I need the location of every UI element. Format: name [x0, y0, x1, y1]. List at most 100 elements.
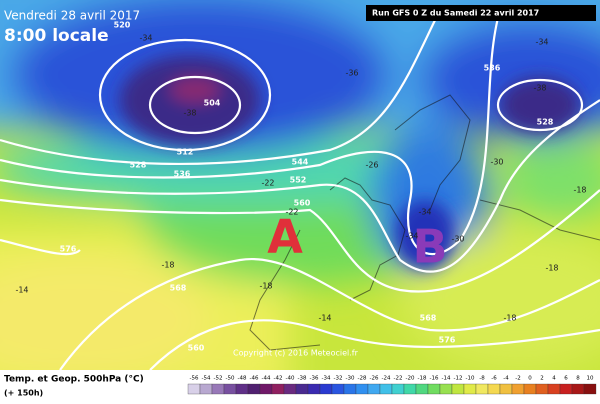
scale-swatch	[331, 383, 345, 395]
scale-swatch	[379, 383, 393, 395]
high-pressure: A	[267, 210, 303, 264]
scale-label: -8	[479, 376, 485, 382]
scale-label: -14	[442, 376, 451, 382]
temperature-label: -18	[573, 186, 586, 195]
scale-swatch	[415, 383, 429, 395]
scale-swatch	[403, 383, 417, 395]
time: 8:00 locale	[4, 26, 109, 46]
copyright: Copyright (c) 2016 Meteociel.fr	[233, 349, 359, 358]
scale-label: -12	[454, 376, 463, 382]
scale-label: -44	[262, 376, 271, 382]
scale-swatch	[319, 383, 333, 395]
scale-label: -52	[214, 376, 223, 382]
scale-label: -42	[274, 376, 283, 382]
temperature-label: -38	[533, 84, 546, 93]
scale-label: -20	[406, 376, 415, 382]
scale-label: -10	[466, 376, 475, 382]
temperature-label: -14	[15, 286, 28, 295]
scale-swatch	[259, 383, 273, 395]
geopotential-label: 544	[292, 158, 309, 167]
scale-label: -4	[503, 376, 509, 382]
temperature-label: -22	[285, 208, 298, 217]
scale-swatch	[511, 383, 525, 395]
geopotential-label: 552	[290, 176, 307, 185]
scale-label: -34	[322, 376, 331, 382]
geopotential-label: 512	[177, 148, 194, 157]
geopotential-label: 560	[188, 344, 205, 353]
scale-label: -54	[202, 376, 211, 382]
geopotential-label: 536	[174, 170, 191, 179]
scale-label: -18	[418, 376, 427, 382]
scale-swatch	[571, 383, 585, 395]
scale-label: -32	[334, 376, 343, 382]
scale-label: -24	[382, 376, 391, 382]
scale-swatch	[223, 383, 237, 395]
run-box	[366, 5, 596, 21]
scale-swatch	[427, 383, 441, 395]
scale-swatch	[439, 383, 453, 395]
scale-label: -40	[286, 376, 295, 382]
scale-label: -16	[430, 376, 439, 382]
scale-label: -36	[310, 376, 319, 382]
temperature-label: -34	[418, 208, 431, 217]
date: Vendredi 28 avril 2017	[4, 9, 140, 23]
run-info: Run GFS 0 Z du Samedi 22 avril 2017	[372, 9, 539, 18]
scale-label: -38	[298, 376, 307, 382]
scale-label: -46	[250, 376, 259, 382]
scale-swatch	[547, 383, 561, 395]
scale-swatch	[523, 383, 537, 395]
scale-label: -28	[358, 376, 367, 382]
scale-swatch	[583, 383, 597, 395]
scale-swatch	[559, 383, 573, 395]
scale-label: 8	[576, 376, 580, 382]
scale-label: -26	[370, 376, 379, 382]
scale-swatch	[355, 383, 369, 395]
scale-swatch	[187, 383, 201, 395]
geopotential-label: 568	[170, 284, 187, 293]
scale-label: 2	[540, 376, 544, 382]
geopotential-label: 528	[537, 118, 554, 127]
scale-label: 10	[587, 376, 594, 382]
scale-swatch	[499, 383, 513, 395]
scale-swatch	[295, 383, 309, 395]
scale-label: -50	[226, 376, 235, 382]
scale-swatch	[463, 383, 477, 395]
scale-swatch	[283, 383, 297, 395]
geopotential-contours	[0, 9, 600, 370]
geopotential-label: 576	[439, 336, 456, 345]
scale-label: -56	[190, 376, 199, 382]
scale-label: -30	[346, 376, 355, 382]
scale-label: 0	[528, 376, 532, 382]
temperature-label: -30	[451, 235, 464, 244]
scale-swatch	[451, 383, 465, 395]
scale-swatch	[211, 383, 225, 395]
temperature-label: -30	[490, 158, 503, 167]
geopotential-label: 520	[114, 21, 131, 30]
scale-label: -6	[491, 376, 497, 382]
temperature-label: -18	[161, 261, 174, 270]
geopotential-label: 568	[420, 314, 437, 323]
scale-swatch	[535, 383, 549, 395]
scale-label: -2	[515, 376, 520, 382]
scale-swatch	[367, 383, 381, 395]
temperature-label: -22	[261, 179, 274, 188]
geopotential-label: 504	[204, 99, 221, 108]
scale-swatch	[391, 383, 405, 395]
scale-swatch	[235, 383, 249, 395]
temperature-label: -38	[183, 109, 196, 118]
temperature-label: -36	[345, 69, 358, 78]
temperature-label: -14	[318, 314, 331, 323]
scale-swatch	[271, 383, 285, 395]
temperature-label: -26	[365, 161, 378, 170]
temperature-label: -34	[139, 34, 152, 43]
scale-swatch	[343, 383, 357, 395]
temperature-label: -34	[405, 232, 418, 241]
scale-swatch	[247, 383, 261, 395]
scale-label: 6	[564, 376, 568, 382]
geopotential-label: 536	[484, 64, 501, 73]
coastlines	[249, 94, 600, 351]
temperature-label: -34	[535, 38, 548, 47]
scale-swatch	[475, 383, 489, 395]
